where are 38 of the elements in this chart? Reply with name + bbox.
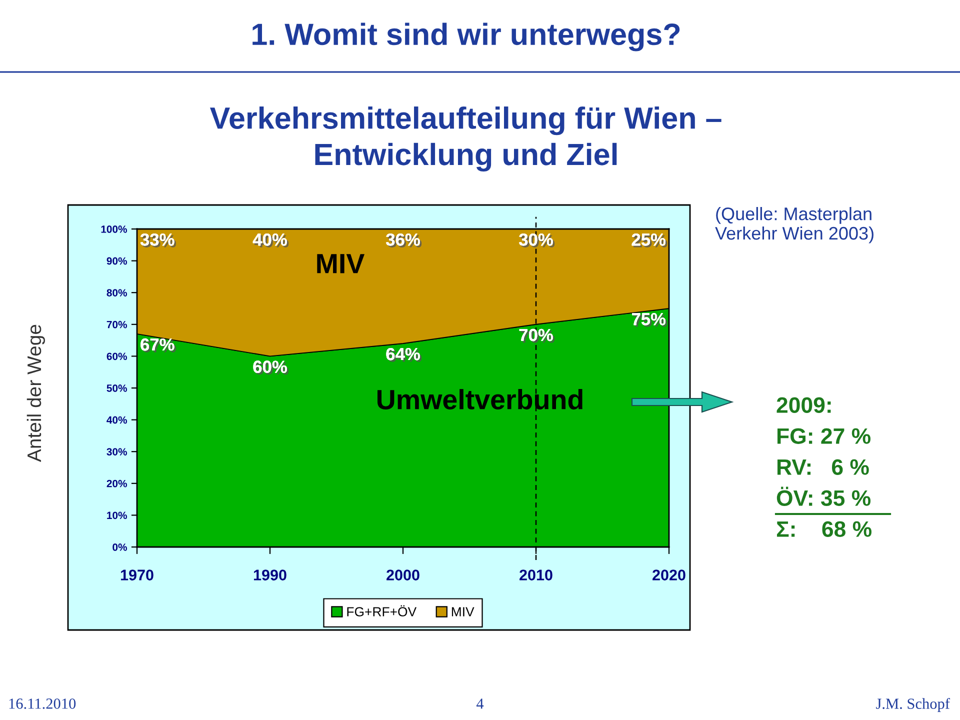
text: (Quelle: Masterplan Verkehr Wien 2003)	[715, 207, 874, 244]
chart-title: 1. Womit sind wir unterwegs?	[252, 22, 680, 52]
y-tick-label: 100%	[101, 226, 128, 233]
annotation: Umweltverbund	[377, 389, 582, 410]
y-axis-title: Anteil der Wege	[26, 324, 45, 462]
y-tick-label: 50%	[106, 384, 128, 392]
y-tick-label: 10%	[107, 512, 128, 520]
data-label: 75%	[632, 313, 668, 327]
y-tick-label: 40%	[106, 416, 128, 424]
y-tick-label: 60%	[106, 352, 128, 360]
annotation: MIV	[317, 254, 365, 274]
chart-subtitle: Verkehrsmittelaufteilung für Wien – Entwicklung und Ziel	[210, 106, 722, 172]
data-label: 64%	[386, 348, 422, 362]
x-tick-label: 2000	[386, 570, 420, 580]
x-tick-label: 2010	[520, 570, 552, 580]
data-label: 70%	[519, 328, 555, 343]
y-tick-label: 80%	[106, 289, 128, 296]
text: 16.11.2010	[9, 698, 76, 709]
data-label: 33%	[140, 233, 176, 248]
y-tick-label: 0%	[112, 544, 128, 551]
y-tick-label: 70%	[106, 320, 128, 328]
x-tick-label: 1990	[254, 570, 286, 580]
data-label: 67%	[140, 338, 176, 352]
text: 2009: FG: 27 % RV: 6 % ÖV: 35 % Σ: 68 %	[776, 397, 872, 537]
legend-label: FG+RF+ÖV	[347, 605, 417, 616]
x-tick-label: 1970	[120, 570, 154, 580]
data-label: 36%	[386, 233, 422, 248]
data-label: 40%	[252, 233, 289, 248]
y-tick-label: 20%	[106, 480, 128, 488]
y-tick-label: 30%	[106, 448, 128, 456]
x-tick-label: 2020	[652, 570, 686, 580]
y-tick-label: 90%	[106, 257, 128, 265]
text: 4	[476, 698, 484, 709]
data-label: 25%	[632, 233, 668, 248]
data-label: 30%	[519, 233, 555, 248]
text: J.M. Schopf	[876, 698, 950, 712]
legend-label: MIV	[452, 607, 474, 616]
data-label: 60%	[253, 360, 289, 375]
